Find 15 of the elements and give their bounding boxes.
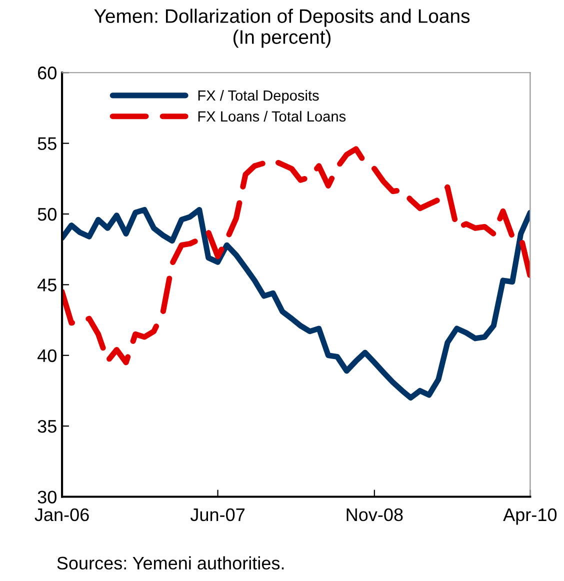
x-tick-label: Nov-08	[346, 508, 403, 522]
y-tick-label: 30	[38, 490, 56, 504]
x-tick-label: Jan-06	[34, 508, 89, 522]
y-tick-label: 50	[38, 208, 56, 221]
y-tick-label: 55	[38, 137, 56, 150]
source-note: Sources: Yemeni authorities.	[57, 556, 284, 570]
x-tick-label: Jun-07	[190, 508, 244, 522]
legend-label: FX Loans / Total Loans	[198, 110, 346, 122]
y-tick-label: 45	[38, 278, 56, 292]
y-tick-label: 60	[38, 66, 56, 80]
y-tick-label: 40	[38, 349, 56, 362]
legend-label: FX / Total Deposits	[198, 90, 319, 104]
y-tick-label: 35	[38, 420, 56, 433]
x-tick-label: Apr-10	[503, 508, 557, 525]
chart-title: Yemen: Dollarization of Deposits and Loans (In percent)	[94, 8, 470, 48]
